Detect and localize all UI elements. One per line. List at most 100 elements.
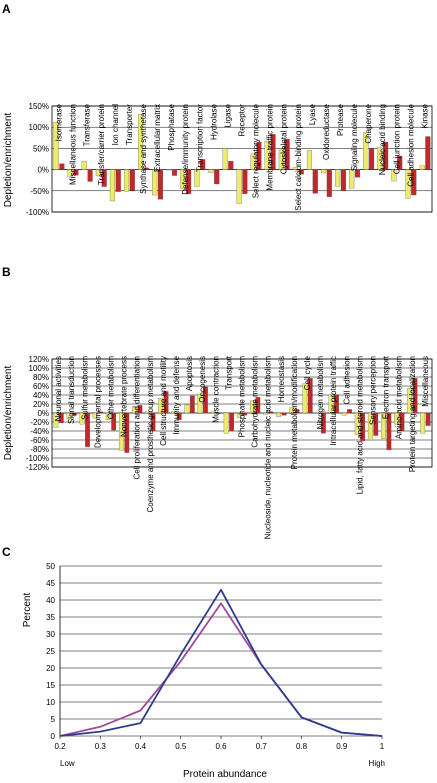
panel-b-bar: [53, 412, 59, 428]
panel-b-category-label: Transport: [224, 355, 233, 390]
panel-b-bar: [197, 393, 203, 414]
panel-c-xtick-label: 0.7: [256, 742, 268, 751]
panel-a-bar: [143, 167, 149, 170]
panel-a-bar: [214, 169, 220, 185]
panel-a-bar: [152, 169, 158, 196]
panel-a-ytick-label: 0%: [37, 166, 49, 175]
panel-b-bar: [189, 395, 195, 414]
panel-b-ylabel: Depletion/enrichment: [3, 366, 14, 461]
panel-b-bar: [407, 388, 412, 414]
panel-b-category-label: Muscle contraction: [211, 356, 220, 423]
panel-b-category-label: Oncogenesis: [198, 356, 207, 403]
panel-b-ytick-label: -40%: [30, 427, 49, 436]
panel-a-bar: [298, 169, 304, 175]
panel-b-category-label: Carbohydrate metabolism: [251, 356, 260, 448]
panel-b-bar: [163, 391, 169, 414]
panel-b-bar: [66, 412, 72, 419]
panel-c-ytick-label: 20: [46, 664, 55, 673]
panel-b-category-label: Developmental processes: [93, 356, 102, 448]
panel-b-bar: [249, 400, 255, 414]
panel-b-category-label: Amino-acid metabolism: [395, 356, 404, 439]
panel-a-bar: [157, 169, 163, 200]
panel-c-chart: 0 5 10 15 20 25 30 35 40 45 50 0.2 0.3 0.4 0.5 0.6 0.7 0.…: [46, 562, 385, 751]
panel-a-category-label: Transferase: [83, 103, 92, 146]
panel-a-bar: [312, 169, 318, 194]
panel-a-bar: [250, 153, 256, 170]
panel-b-bar: [381, 412, 386, 439]
panel-a-bar: [377, 147, 383, 170]
panel-b-bar: [145, 411, 150, 414]
panel-c-ytick-label: 0: [51, 732, 56, 741]
panel-a-category-label: Miscellaneous function: [69, 104, 78, 185]
panel-a-bar: [369, 148, 375, 170]
panel-c-ytick-label: 5: [51, 715, 56, 724]
panel-b-ytick-label: 0%: [37, 409, 49, 418]
panel-b-category-label: Other metabolism: [106, 356, 115, 419]
panel-b-bar: [367, 412, 373, 441]
panel-a-category-label: Ion channel: [111, 104, 120, 146]
panel-a-category-label: Extracellular matrix: [153, 104, 162, 172]
panel-b-bar: [85, 412, 90, 447]
panel-b-bar: [171, 411, 177, 414]
panel-b-category-label: Neuronal activities: [54, 356, 63, 421]
panel-b-category-label: Nonvertebrate process: [120, 356, 129, 437]
panel-b-category-label: Cell structure and motility: [159, 356, 168, 446]
panel-a-bar: [95, 169, 101, 177]
panel-c-xtick-label: 0.5: [175, 742, 187, 751]
panel-a-ytick-label: 150%: [29, 102, 49, 111]
panel-a-ylabel: Depletion/enrichment: [3, 113, 14, 208]
panel-b-bar: [118, 412, 124, 451]
panel-b-ytick-label: 60%: [33, 382, 49, 391]
panel-b-bar: [111, 412, 117, 431]
panel-b-bar: [184, 404, 190, 414]
panel-b-bar: [307, 378, 313, 414]
panel-c-ytick-label: 35: [46, 613, 55, 622]
panel-b-bar: [263, 412, 268, 415]
panel-c-ytick-label: 25: [46, 647, 55, 656]
panel-a-ytick-label: 100%: [29, 123, 49, 132]
panel-a-category-label: Transfer/carrier protein: [97, 104, 106, 185]
panel-a-bar: [180, 169, 186, 189]
panel-a-category-label: Isomerase: [55, 103, 64, 141]
panel-b-category-label: Nitrogen metabolism: [316, 356, 325, 430]
panel-a-bar: [200, 159, 206, 170]
panel-a-category-label: Ligase: [223, 103, 232, 127]
panel-b-category-label: Cell adhesion: [342, 356, 351, 404]
panel-a-category-label: Signaling molecule: [350, 103, 359, 171]
panel-a-bar: [321, 169, 327, 174]
panel-c-high-label: High: [369, 759, 385, 768]
panel-c-series-line-purple: [59, 602, 383, 737]
panel-a-category-label: Defense/immunity protein: [181, 104, 190, 195]
panel-b-bar: [360, 412, 366, 442]
panel-b-bar: [302, 383, 308, 414]
panel-c-xtick-label: 0.6: [215, 742, 227, 751]
panel-b-bar: [98, 411, 103, 414]
panel-b-bar: [176, 412, 182, 420]
panel-a-ytick-label: 50%: [33, 144, 49, 153]
panel-b-bar: [124, 412, 130, 453]
panel-a-bar: [264, 141, 270, 170]
panel-a-bar: [354, 169, 361, 178]
panel-b-ytick-label: 40%: [33, 391, 49, 400]
panel-b-category-label: Lipid, fatty acid and steroid metabolism: [355, 356, 364, 495]
panel-a-bar: [138, 114, 144, 170]
panel-b-category-label: Intracellular protein traffic: [329, 356, 338, 446]
panel-b-bar: [425, 412, 431, 426]
panel-b-bar: [92, 412, 98, 419]
panel-c-xtick-label: 0.4: [135, 742, 147, 751]
panel-c-low-label: Low: [60, 759, 75, 768]
panel-a-category-label: Select calcium-binding protein: [294, 104, 303, 211]
panel-b-bar: [289, 407, 295, 414]
panel-a-bar: [109, 169, 115, 202]
panel-a-bar: [194, 169, 200, 187]
panel-c-ytick-label: 45: [46, 579, 55, 588]
panel-a-category-label: Transcription factor: [195, 104, 204, 173]
panel-a-bar: [53, 121, 59, 170]
panel-b-bar: [420, 412, 426, 434]
panel-b-bar: [315, 412, 321, 414]
panel-b-chart: 120%100%80%60%40%20%0%-20%-40%-60%-80%-1…: [26, 355, 433, 539]
panel-b-bar: [328, 394, 334, 414]
panel-b-category-label: Apoptosis: [185, 356, 194, 391]
panel-b-category-label: Sulfur metabolism: [80, 356, 89, 420]
panel-b-bar: [276, 412, 281, 417]
